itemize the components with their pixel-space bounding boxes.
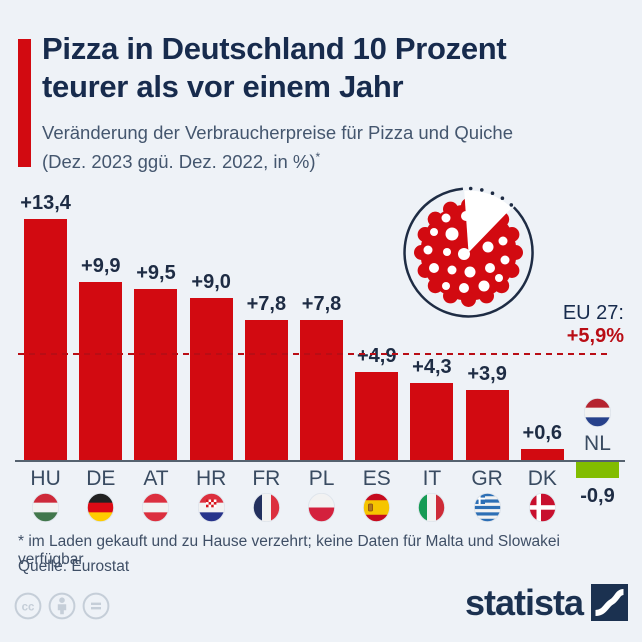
value-label-FR: +7,8 [246,293,287,315]
country-label-HR: HR [195,467,227,490]
flag-gr-icon [473,492,501,523]
eu-average-reference-line [18,353,611,355]
statista-logo[interactable]: statista [465,584,628,621]
flag-it-icon [418,492,446,523]
title-line-2: teurer als vor einem Jahr [42,69,404,104]
bar-PL [300,320,344,460]
chart-column-PL: +7,8 PL [294,190,349,523]
source-label: Quelle: Eurostat [18,558,130,575]
cc-nd-icon[interactable] [82,592,110,620]
statista-logo-mark-icon [591,584,628,621]
chart-subtitle: Veränderung der Verbraucherpreise für Pi… [42,120,627,174]
country-label-DE: DE [86,467,116,490]
bar-chart-columns: +13,4 HU +9,9 DE +9,5 AT +9,0 HR +7,8 FR +7,8 PL +4,… [18,190,625,523]
value-label-IT: +4,3 [412,356,452,378]
statista-logo-text: statista [464,581,584,623]
bar-GR [465,390,509,460]
flag-pl-icon [307,492,336,523]
flag-nl-icon [583,397,612,428]
flag-hu-icon [31,492,60,523]
country-label-NL: NL [584,432,611,455]
value-label-AT: +9,5 [136,262,176,284]
value-label-PL: +7,8 [301,293,342,315]
flag-at-icon [142,492,170,523]
chart-column-NL: -0,9 NL [570,190,625,520]
bar-chart: +13,4 HU +9,9 DE +9,5 AT +9,0 HR +7,8 FR +7,8 PL +4,… [15,190,625,523]
subtitle-line-1: Veränderung der Verbraucherpreise für Pi… [42,122,514,143]
country-label-FR: FR [252,467,281,490]
footnote-marker: * [315,150,321,164]
license-icons: cc [14,592,110,620]
title-accent-bar [18,39,31,167]
chart-column-DK: +0,6 DK [515,190,570,523]
pizza-icon [400,184,537,321]
bar-DK [520,449,564,460]
eu-average-label: EU 27: +5,9% [563,302,624,348]
chart-column-DE: +9,9 DE [73,190,128,523]
chart-column-GR: +3,9 GR [460,190,515,523]
svg-text:cc: cc [22,601,35,613]
x-axis-line [15,460,625,462]
flag-es-icon [363,492,391,523]
country-label-IT: IT [422,467,442,490]
value-label-HU: +13,4 [20,192,71,214]
value-label-HR: +9,0 [191,271,231,293]
country-label-DK: DK [527,467,557,490]
bar-IT [410,383,454,460]
flag-de-icon [87,492,115,523]
cc-attribution-icon[interactable] [48,592,76,620]
chart-column-HU: +13,4 HU [18,190,73,523]
flag-hr-icon [197,492,225,523]
flag-dk-icon [528,492,556,523]
country-label-GR: GR [471,467,503,490]
bar-NL [575,462,619,478]
eu-average-value: +5,9% [566,325,624,347]
bar-DE [79,282,123,460]
value-label-ES: +4,9 [356,345,397,367]
chart-column-AT: +9,5 AT [128,190,183,523]
value-label-NL: -0,9 [580,485,615,507]
chart-column-HR: +9,0 HR [184,190,239,523]
eu-average-label-text: EU 27: [562,302,624,324]
country-label-HU: HU [30,467,61,490]
bar-AT [134,289,178,460]
country-label-PL: PL [308,467,335,490]
bar-HR [189,298,233,460]
chart-column-FR: +7,8 FR [239,190,294,523]
bar-FR [244,320,288,460]
value-label-DK: +0,6 [522,422,563,444]
bar-HU [24,219,68,460]
country-label-ES: ES [362,467,391,490]
flag-fr-icon [252,492,281,523]
chart-column-IT: +4,3 IT [404,190,459,523]
cc-license-icon[interactable]: cc [14,592,42,620]
chart-column-ES: +4,9 ES [349,190,404,523]
chart-footnote: * im Laden gekauft und zu Hause verzehrt… [18,533,560,568]
country-label-AT: AT [143,467,169,490]
subtitle-line-2: (Dez. 2023 ggü. Dez. 2022, in %) [42,151,316,173]
value-label-DE: +9,9 [81,255,121,277]
value-label-GR: +3,9 [467,363,507,385]
title-line-1: Pizza in Deutschland 10 Prozent [42,31,507,66]
bar-ES [355,372,399,460]
page-title: Pizza in Deutschland 10 Prozent teurer al… [42,30,627,106]
